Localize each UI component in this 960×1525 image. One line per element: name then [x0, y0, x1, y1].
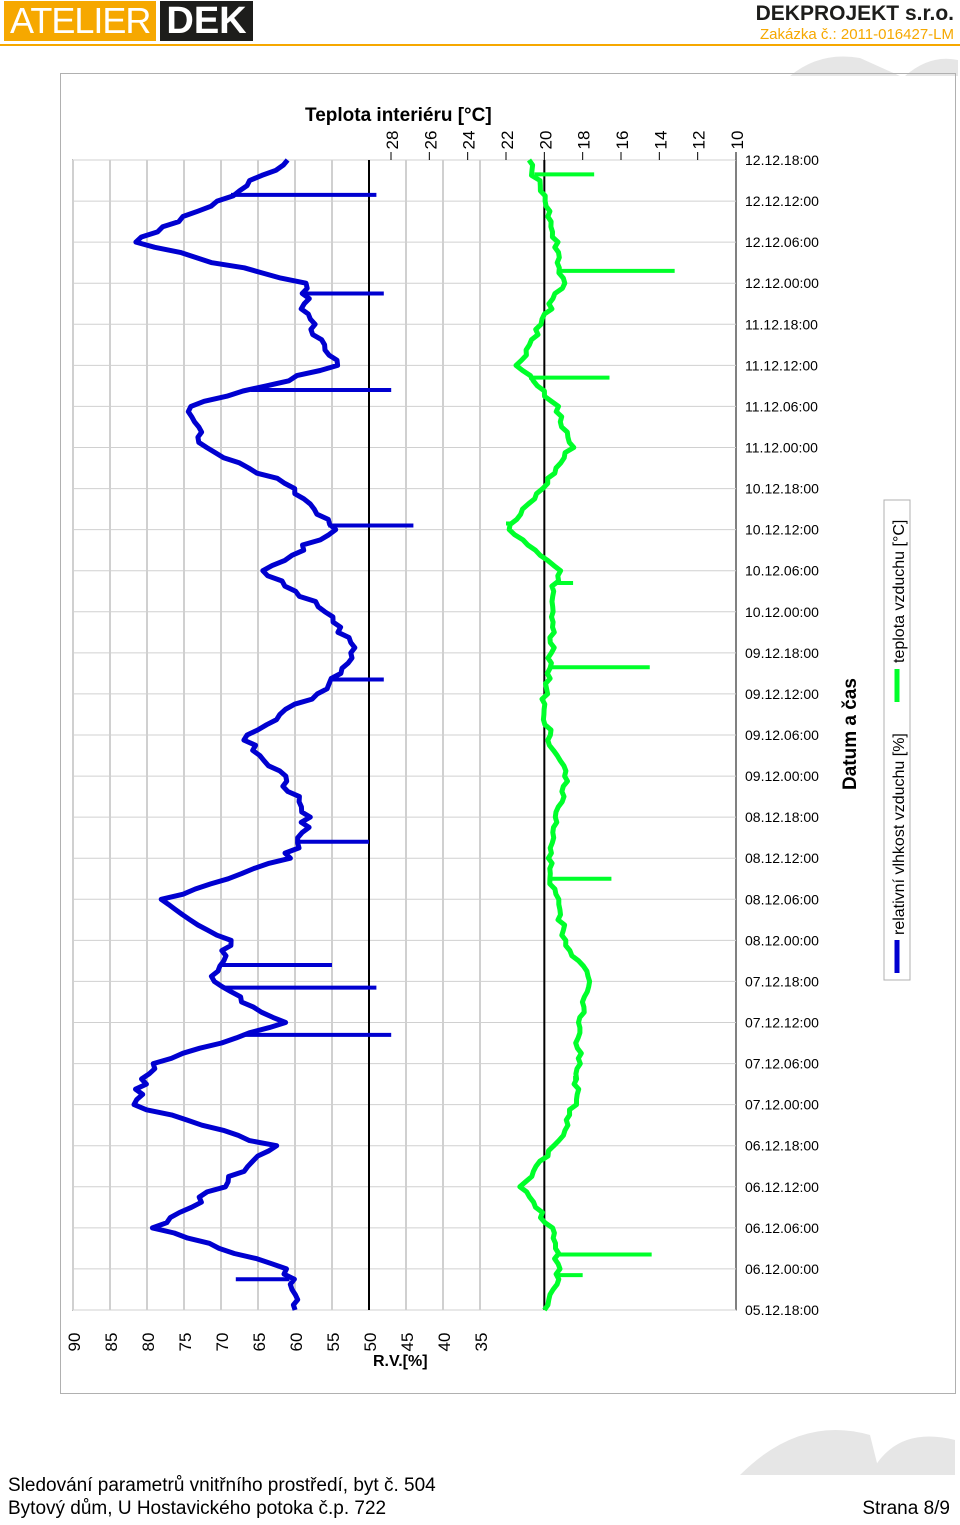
rh-axis-label: R.V.[%]	[373, 1353, 428, 1370]
header-divider	[0, 44, 960, 46]
rh-tick-label: 45	[398, 1333, 417, 1352]
rh-tick-label: 35	[472, 1333, 491, 1352]
time-tick-label: 10.12.00:00	[745, 604, 819, 620]
footer-page-number: Strana 8/9	[862, 1498, 950, 1519]
logo-dek-text: DEK	[160, 1, 253, 41]
time-tick-label: 07.12.06:00	[745, 1056, 819, 1072]
time-tick-label: 08.12.00:00	[745, 932, 819, 948]
company-name: DEKPROJEKT s.r.o.	[755, 2, 954, 25]
chart-title: Teplota interiéru [°C]	[305, 105, 492, 126]
temp-tick-label: 22	[498, 131, 517, 150]
time-tick-label: 12.12.06:00	[745, 234, 819, 250]
rh-tick-label: 50	[361, 1333, 380, 1352]
legend-box	[883, 499, 911, 981]
logo-atelier-text: ATELIER	[4, 1, 157, 41]
time-tick-label: 10.12.06:00	[745, 563, 819, 579]
time-tick-label: 11.12.18:00	[745, 316, 818, 332]
time-tick-label: 11.12.00:00	[745, 440, 818, 456]
time-tick-label: 08.12.18:00	[745, 809, 819, 825]
rh-tick-label: 65	[250, 1333, 269, 1352]
legend-label-rh: relativní vlhkost vzduchu [%]	[891, 733, 908, 935]
rh-tick-label: 60	[287, 1333, 306, 1352]
time-tick-label: 09.12.06:00	[745, 727, 819, 743]
temp-tick-label: 24	[460, 131, 479, 150]
time-tick-label: 08.12.12:00	[745, 850, 819, 866]
time-tick-label: 05.12.18:00	[745, 1302, 819, 1318]
time-tick-label: 06.12.00:00	[745, 1261, 819, 1277]
watermark-top-icon	[790, 56, 958, 76]
rh-tick-label: 85	[102, 1333, 121, 1352]
time-tick-label: 12.12.00:00	[745, 275, 819, 291]
time-tick-label: 12.12.12:00	[745, 193, 819, 209]
legend: relativní vlhkost vzduchu [%] teplota vzd…	[883, 499, 911, 981]
watermark-bottom-icon	[740, 1430, 955, 1475]
x-axis-label: Datum a čas	[840, 678, 861, 790]
rh-tick-label: 80	[139, 1333, 158, 1352]
time-tick-label: 06.12.06:00	[745, 1220, 819, 1236]
tick-labels: 90 85 80 75 70 65 60 55 50 45 40 35 28 26 24 22 20 18 16 14…	[65, 131, 819, 1352]
rh-tick-label: 55	[324, 1333, 343, 1352]
series-line-rh	[131, 158, 358, 1311]
rh-tick-label: 90	[65, 1333, 84, 1352]
humidity-temperature-chart: 90 85 80 75 70 65 60 55 50 45 40 35 28 26 24 22 20 18 16 14…	[65, 105, 911, 1370]
rh-tick-label: 40	[435, 1333, 454, 1352]
series	[131, 158, 675, 1312]
time-tick-label: 07.12.12:00	[745, 1015, 819, 1031]
time-tick-label: 09.12.00:00	[745, 768, 819, 784]
temp-tick-label: 10	[728, 131, 747, 150]
time-tick-label: 10.12.18:00	[745, 481, 819, 497]
time-tick-label: 07.12.00:00	[745, 1097, 819, 1113]
footer-building: Bytový dům, U Hostavického potoka č.p. 7…	[8, 1498, 387, 1519]
legend-label-temp: teplota vzduchu [°C]	[891, 520, 908, 663]
chart-frame	[60, 73, 956, 1394]
temp-tick-label: 20	[536, 131, 555, 150]
reference-lines	[368, 160, 546, 1310]
order-number: Zakázka č.: 2011-016427-LM	[760, 26, 954, 43]
time-tick-label: 11.12.06:00	[745, 398, 818, 414]
temp-tick-label: 26	[421, 131, 440, 150]
time-tick-label: 12.12.18:00	[745, 152, 819, 168]
temp-tick-label: 14	[651, 131, 670, 150]
series-line-temperature	[506, 158, 593, 1312]
temp-tick-label: 12	[690, 131, 709, 150]
atelier-dek-logo: ATELIER DEK	[4, 1, 253, 41]
temp-tick-label: 18	[575, 131, 594, 150]
temp-tick-label: 28	[383, 131, 402, 150]
grid	[72, 159, 737, 1311]
rh-tick-label: 75	[176, 1333, 195, 1352]
temp-tick-label: 16	[613, 131, 632, 150]
time-tick-label: 06.12.18:00	[745, 1138, 819, 1154]
time-tick-label: 10.12.12:00	[745, 522, 819, 538]
time-tick-label: 09.12.18:00	[745, 645, 819, 661]
footer-report-title: Sledování parametrů vnitřního prostředí,…	[8, 1475, 436, 1496]
time-tick-label: 07.12.18:00	[745, 973, 819, 989]
time-tick-label: 09.12.12:00	[745, 686, 819, 702]
time-tick-label: 08.12.06:00	[745, 891, 819, 907]
rh-tick-label: 70	[213, 1333, 232, 1352]
time-tick-label: 06.12.12:00	[745, 1179, 819, 1195]
time-tick-label: 11.12.12:00	[745, 357, 818, 373]
